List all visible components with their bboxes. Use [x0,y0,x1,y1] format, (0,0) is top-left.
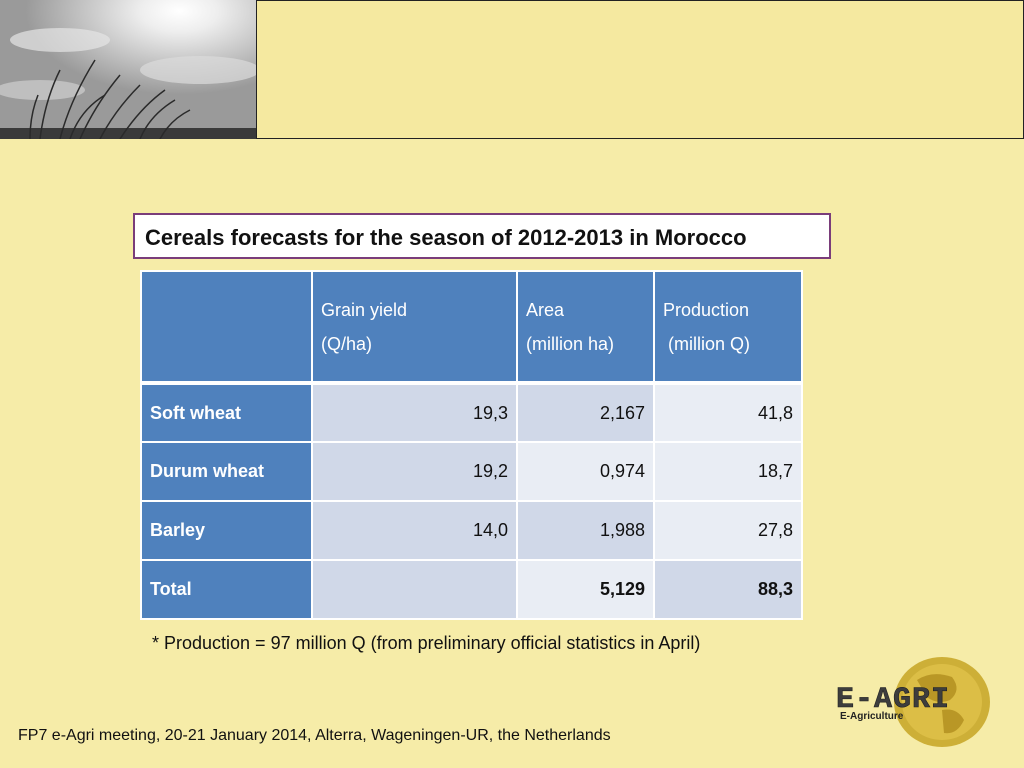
cell-grain-yield [311,559,518,620]
sky-grass-image [0,0,256,139]
cereals-table: Grain yield (Q/ha) Area (million ha) Pro… [140,270,803,620]
title-box: Cereals forecasts for the season of 2012… [133,213,831,259]
header-line: Production [663,299,750,320]
cell-area: 0,974 [516,441,655,502]
e-agri-logo: E-AGRI E-Agriculture [836,657,990,747]
cell-production: 41,8 [653,382,803,443]
cell-area: 5,129 [516,559,655,620]
header-production: Production (million Q) [653,270,803,385]
cell-production: 18,7 [653,441,803,502]
cell-production: 88,3 [653,559,803,620]
table-row: Durum wheat 19,2 0,974 18,7 [140,441,803,502]
logo-name: E-AGRI [836,683,950,717]
header-line: (million ha) [526,333,615,354]
cell-production: 27,8 [653,500,803,561]
table-row: Total 5,129 88,3 [140,559,803,620]
header-area: Area (million ha) [516,270,655,385]
row-label: Soft wheat [140,382,313,443]
header-line: (million Q) [663,333,751,354]
cell-grain-yield: 19,2 [311,441,518,502]
table-header-row: Grain yield (Q/ha) Area (million ha) Pro… [140,270,803,385]
row-label: Total [140,559,313,620]
header-line: (Q/ha) [321,333,373,354]
banner-box [256,0,1024,139]
header-grain-yield: Grain yield (Q/ha) [311,270,518,385]
row-label: Durum wheat [140,441,313,502]
banner-photo [0,0,256,139]
row-label: Barley [140,500,313,561]
header-line: Area [526,299,565,320]
table-row: Soft wheat 19,3 2,167 41,8 [140,382,803,443]
footer-text: FP7 e-Agri meeting, 20-21 January 2014, … [18,727,611,744]
slide-title: Cereals forecasts for the season of 2012… [145,225,747,250]
cell-grain-yield: 19,3 [311,382,518,443]
header-blank [140,270,313,385]
cell-area: 1,988 [516,500,655,561]
footnote: * Production = 97 million Q (from prelim… [152,633,701,653]
table-row: Barley 14,0 1,988 27,8 [140,500,803,561]
cell-area: 2,167 [516,382,655,443]
logo-subtitle: E-Agriculture [840,711,904,722]
cell-grain-yield: 14,0 [311,500,518,561]
header-line: Grain yield [321,299,408,320]
